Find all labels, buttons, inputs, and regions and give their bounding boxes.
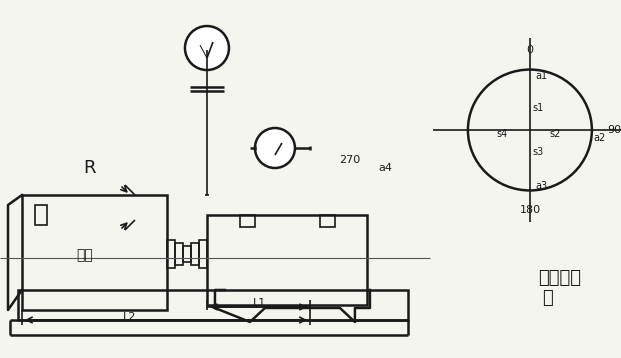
Circle shape [185, 26, 229, 70]
Text: s3: s3 [532, 147, 543, 157]
Text: R: R [84, 159, 96, 177]
Text: a2: a2 [594, 133, 606, 143]
Text: s4: s4 [496, 129, 507, 139]
Text: a4: a4 [378, 163, 392, 173]
Bar [183, 246, 191, 262]
Bar [18, 290, 408, 320]
Text: 电机: 电机 [76, 248, 93, 262]
Bar [191, 243, 199, 265]
Bar [22, 195, 167, 310]
Bar [167, 240, 175, 268]
Text: 90: 90 [607, 125, 621, 135]
Bar [175, 243, 183, 265]
Text: 270: 270 [339, 155, 361, 165]
Text: L1: L1 [253, 298, 266, 308]
Bar [35, 205, 47, 225]
Text: a1: a1 [536, 71, 548, 81]
Text: a3: a3 [536, 181, 548, 191]
Text: s1: s1 [532, 103, 543, 113]
Bar [240, 215, 255, 227]
Bar [199, 240, 207, 268]
Bar [207, 215, 367, 305]
Circle shape [255, 128, 295, 168]
Text: 测量记录: 测量记录 [538, 269, 581, 287]
Text: L2: L2 [124, 312, 137, 322]
Bar [320, 215, 335, 227]
Text: 图: 图 [543, 289, 553, 307]
Text: 180: 180 [519, 205, 540, 215]
Text: 0: 0 [527, 45, 533, 55]
Text: s2: s2 [549, 129, 561, 139]
